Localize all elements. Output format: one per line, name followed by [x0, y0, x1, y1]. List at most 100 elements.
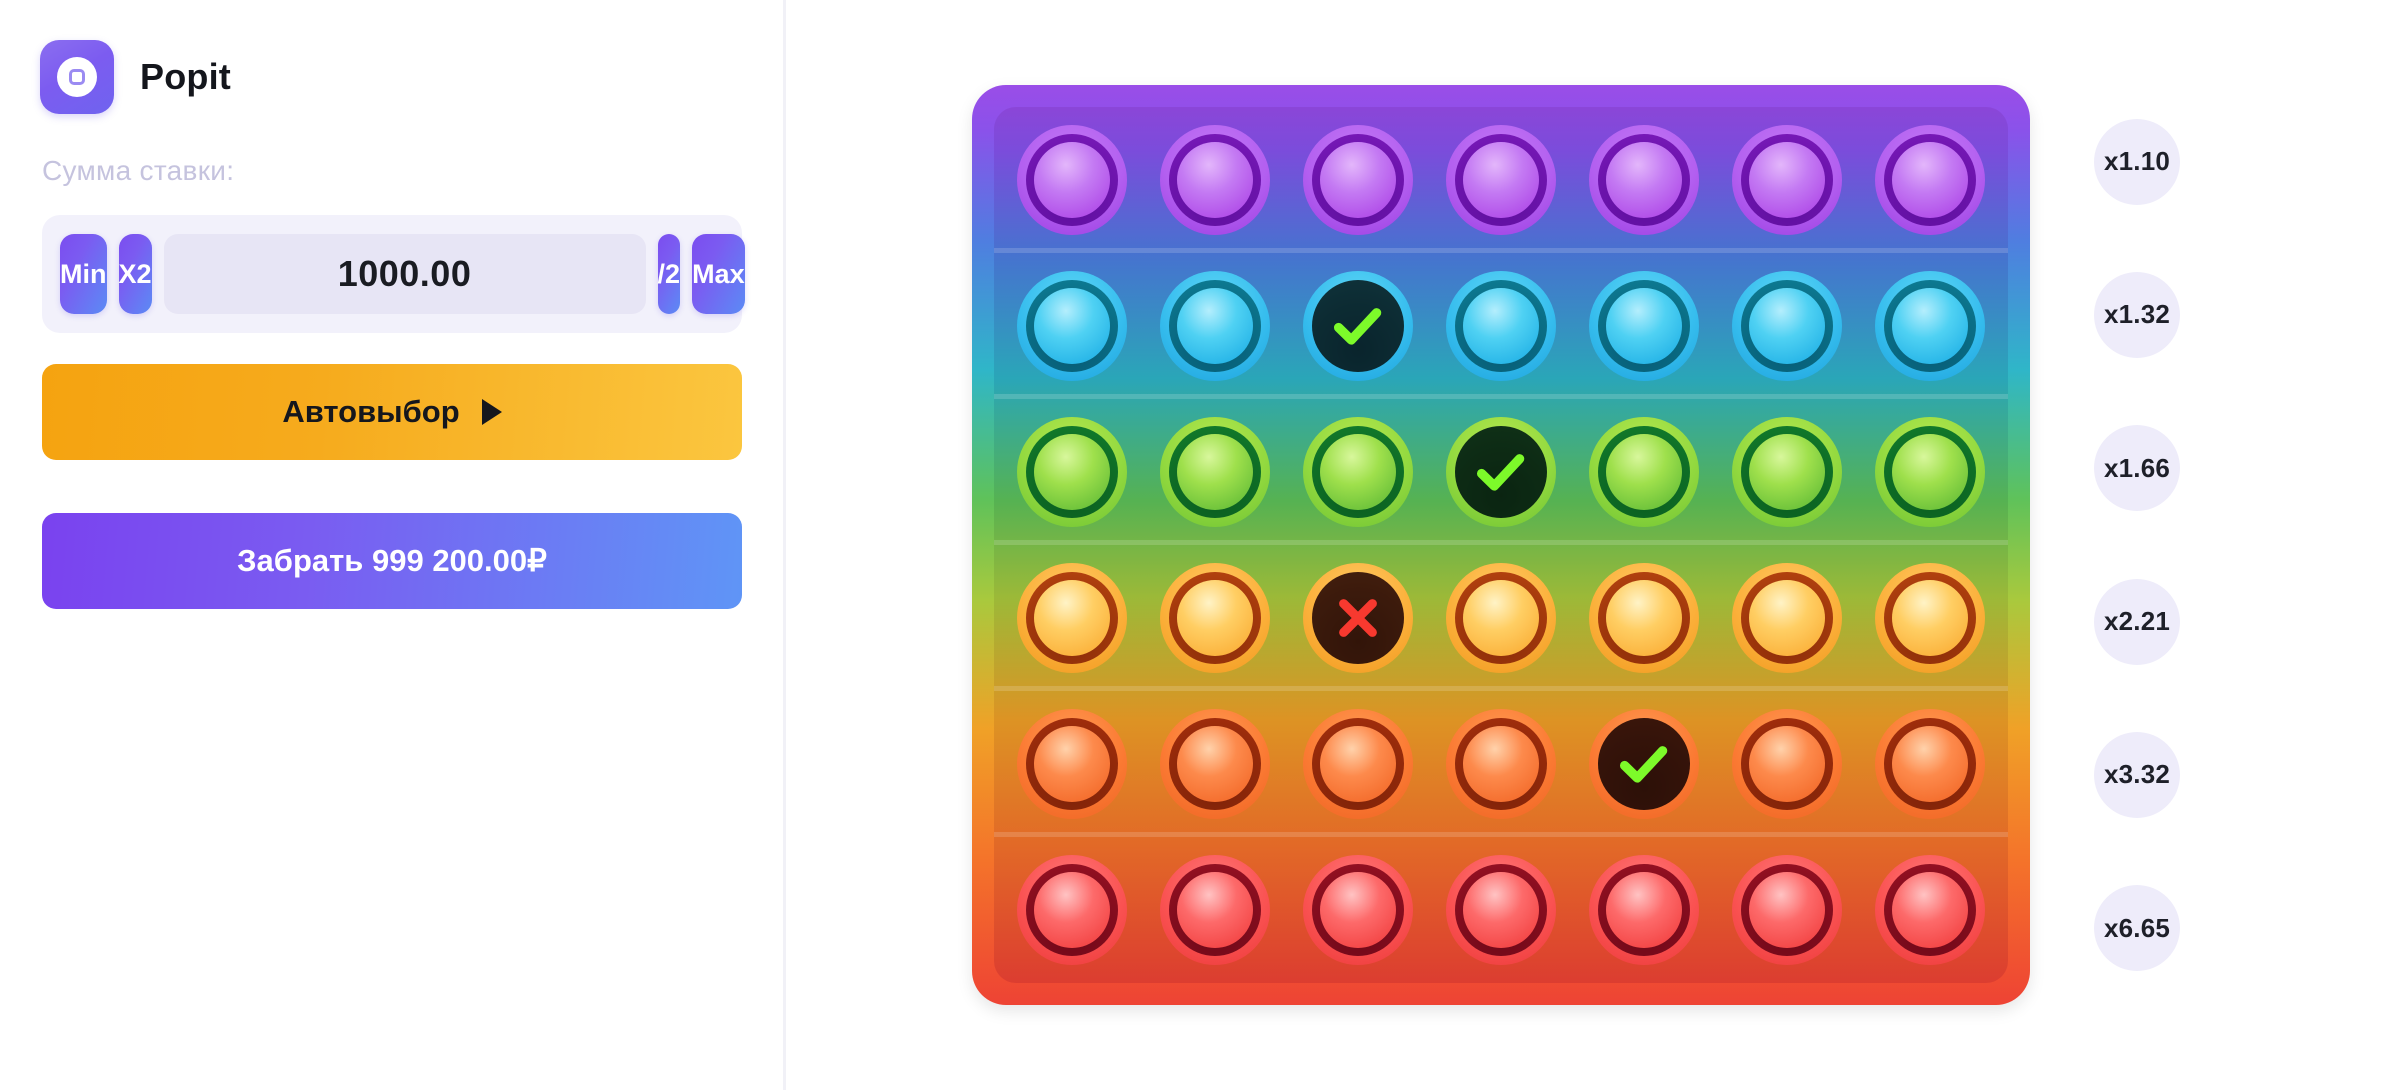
autoselect-label: Автовыбор: [282, 394, 460, 429]
bubble-r5-c1[interactable]: [1016, 709, 1127, 819]
bubble-dome: [1606, 580, 1683, 656]
bubble-dome: [1749, 726, 1826, 802]
popit-circle-icon: [40, 40, 114, 114]
bubble-r6-c4[interactable]: [1445, 855, 1556, 965]
bubble-r6-c3[interactable]: [1302, 855, 1413, 965]
check-icon: [1303, 271, 1413, 381]
bubble-r2-c7[interactable]: [1875, 271, 1986, 381]
bubble-r4-c1[interactable]: [1016, 563, 1127, 673]
bubble-dome: [1176, 580, 1253, 656]
row-green: [994, 399, 2008, 545]
bubble-dome: [1176, 288, 1253, 364]
bet-control-panel: Popit Сумма ставки: Min X2 /2 Max Автовы…: [0, 0, 786, 1090]
bubble-dome: [1462, 142, 1539, 218]
bubble-r5-c2[interactable]: [1159, 709, 1270, 819]
row-red: [994, 837, 2008, 983]
bubble-dome: [1606, 434, 1683, 510]
cashout-button[interactable]: Забрать 999 200.00₽: [42, 513, 742, 609]
bubble-r2-c5[interactable]: [1589, 271, 1700, 381]
bubble-r3-c1[interactable]: [1016, 417, 1127, 527]
bubble-r4-c6[interactable]: [1732, 563, 1843, 673]
bubble-r6-c7[interactable]: [1875, 855, 1986, 965]
bet-amount-input[interactable]: [163, 234, 646, 314]
bet-amount-label: Сумма ставки:: [42, 155, 235, 186]
bubble-r4-c5[interactable]: [1589, 563, 1700, 673]
bubble-dome: [1892, 142, 1969, 218]
bubble-r5-c6[interactable]: [1732, 709, 1843, 819]
multiplier-badge-row4: x2.21: [2094, 578, 2180, 665]
page-title: Popit: [140, 56, 231, 97]
bubble-r2-c6[interactable]: [1732, 271, 1843, 381]
row-blue: [994, 253, 2008, 399]
bet-amount-bar: Min X2 /2 Max: [42, 215, 745, 333]
bubble-dome: [1033, 142, 1110, 218]
bubble-r5-c5[interactable]: [1589, 709, 1700, 819]
bet-min-button[interactable]: Min: [60, 234, 107, 314]
bubble-r4-c7[interactable]: [1875, 563, 1986, 673]
bet-max-button[interactable]: Max: [692, 234, 745, 314]
bubble-dome: [1319, 434, 1396, 510]
bubble-r2-c1[interactable]: [1016, 271, 1127, 381]
bubble-dome: [1462, 288, 1539, 364]
bubble-dome: [1176, 872, 1253, 948]
bubble-r5-c3[interactable]: [1302, 709, 1413, 819]
row-purple: [994, 107, 2008, 253]
bubble-r2-c2[interactable]: [1159, 271, 1270, 381]
bubble-r2-c4[interactable]: [1445, 271, 1556, 381]
bubble-dome: [1462, 872, 1539, 948]
bubble-r4-c4[interactable]: [1445, 563, 1556, 673]
autoselect-button[interactable]: Автовыбор: [42, 364, 742, 460]
bubble-r1-c2[interactable]: [1159, 125, 1270, 235]
bubble-r2-c3[interactable]: [1302, 271, 1413, 381]
bubble-r3-c2[interactable]: [1159, 417, 1270, 527]
popit-board-grid: [994, 107, 2008, 983]
bubble-r3-c7[interactable]: [1875, 417, 1986, 527]
bubble-r3-c3[interactable]: [1302, 417, 1413, 527]
bubble-dome: [1892, 434, 1969, 510]
bubble-dome: [1176, 142, 1253, 218]
bubble-r4-c2[interactable]: [1159, 563, 1270, 673]
bubble-r1-c4[interactable]: [1445, 125, 1556, 235]
bet-half-button[interactable]: /2: [657, 234, 681, 314]
multiplier-badge-row3: x1.66: [2094, 425, 2180, 512]
bubble-dome: [1749, 580, 1826, 656]
bubble-dome: [1176, 434, 1253, 510]
bubble-r3-c6[interactable]: [1732, 417, 1843, 527]
cross-icon: [1303, 563, 1413, 673]
bubble-r6-c2[interactable]: [1159, 855, 1270, 965]
bubble-r4-c3[interactable]: [1302, 563, 1413, 673]
bubble-r3-c4[interactable]: [1445, 417, 1556, 527]
bubble-dome: [1892, 580, 1969, 656]
bubble-r5-c4[interactable]: [1445, 709, 1556, 819]
bet-double-button[interactable]: X2: [118, 234, 152, 314]
bubble-r1-c3[interactable]: [1302, 125, 1413, 235]
bubble-dome: [1033, 872, 1110, 948]
bubble-r1-c6[interactable]: [1732, 125, 1843, 235]
bubble-dome: [1319, 142, 1396, 218]
bubble-r6-c6[interactable]: [1732, 855, 1843, 965]
row-yellow: [994, 545, 2008, 691]
bubble-dome: [1892, 872, 1969, 948]
multiplier-badge-row1: x1.10: [2094, 118, 2180, 205]
bubble-dome: [1892, 726, 1969, 802]
bubble-r1-c1[interactable]: [1016, 125, 1127, 235]
bubble-dome: [1462, 726, 1539, 802]
bubble-dome: [1319, 872, 1396, 948]
bubble-dome: [1176, 726, 1253, 802]
bubble-r6-c1[interactable]: [1016, 855, 1127, 965]
bubble-dome: [1033, 288, 1110, 364]
bubble-dome: [1606, 872, 1683, 948]
game-area: x1.10 x1.32 x1.66 x2.21 x3.32 x6.65: [786, 0, 2392, 1090]
multiplier-column: x1.10 x1.32 x1.66 x2.21 x3.32 x6.65: [2072, 85, 2202, 1005]
check-icon: [1589, 709, 1699, 819]
bubble-r3-c5[interactable]: [1589, 417, 1700, 527]
bubble-r5-c7[interactable]: [1875, 709, 1986, 819]
bubble-r6-c5[interactable]: [1589, 855, 1700, 965]
bubble-dome: [1319, 726, 1396, 802]
bubble-dome: [1606, 288, 1683, 364]
check-icon: [1446, 417, 1556, 527]
bubble-dome: [1033, 580, 1110, 656]
bubble-r1-c7[interactable]: [1875, 125, 1986, 235]
bubble-r1-c5[interactable]: [1589, 125, 1700, 235]
